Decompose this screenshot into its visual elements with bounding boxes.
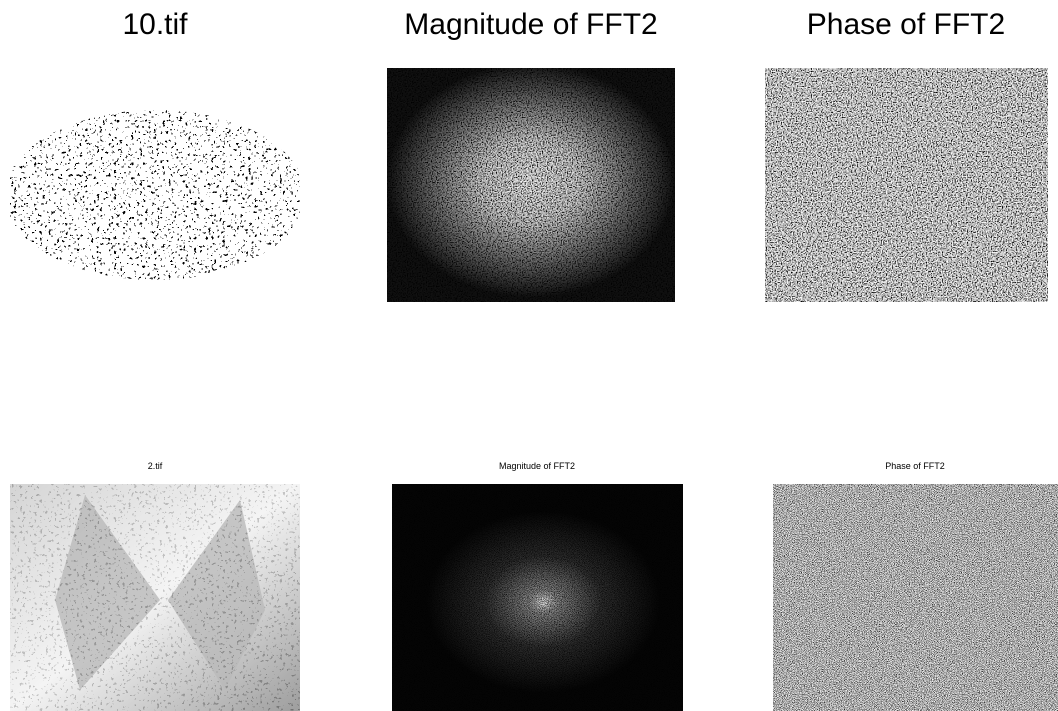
figure: 10.tif Magnitude of FFT2 Phase of FFT2 2… — [0, 0, 1058, 711]
image-pixels — [10, 95, 300, 290]
panel-title: 10.tif — [122, 8, 188, 41]
panel-title: Magnitude of FFT2 — [499, 461, 575, 471]
image-noise — [392, 484, 683, 711]
panel-title: Phase of FFT2 — [885, 461, 945, 471]
image — [387, 68, 675, 302]
panel-title: Magnitude of FFT2 — [404, 8, 657, 41]
image — [773, 484, 1058, 711]
image — [10, 484, 300, 711]
image — [392, 484, 683, 711]
image — [10, 95, 300, 290]
image — [765, 68, 1048, 302]
panel-title: Phase of FFT2 — [807, 8, 1005, 41]
image-texture — [10, 484, 300, 711]
image-noise — [387, 68, 675, 302]
panel-title: 2.tif — [148, 461, 163, 471]
